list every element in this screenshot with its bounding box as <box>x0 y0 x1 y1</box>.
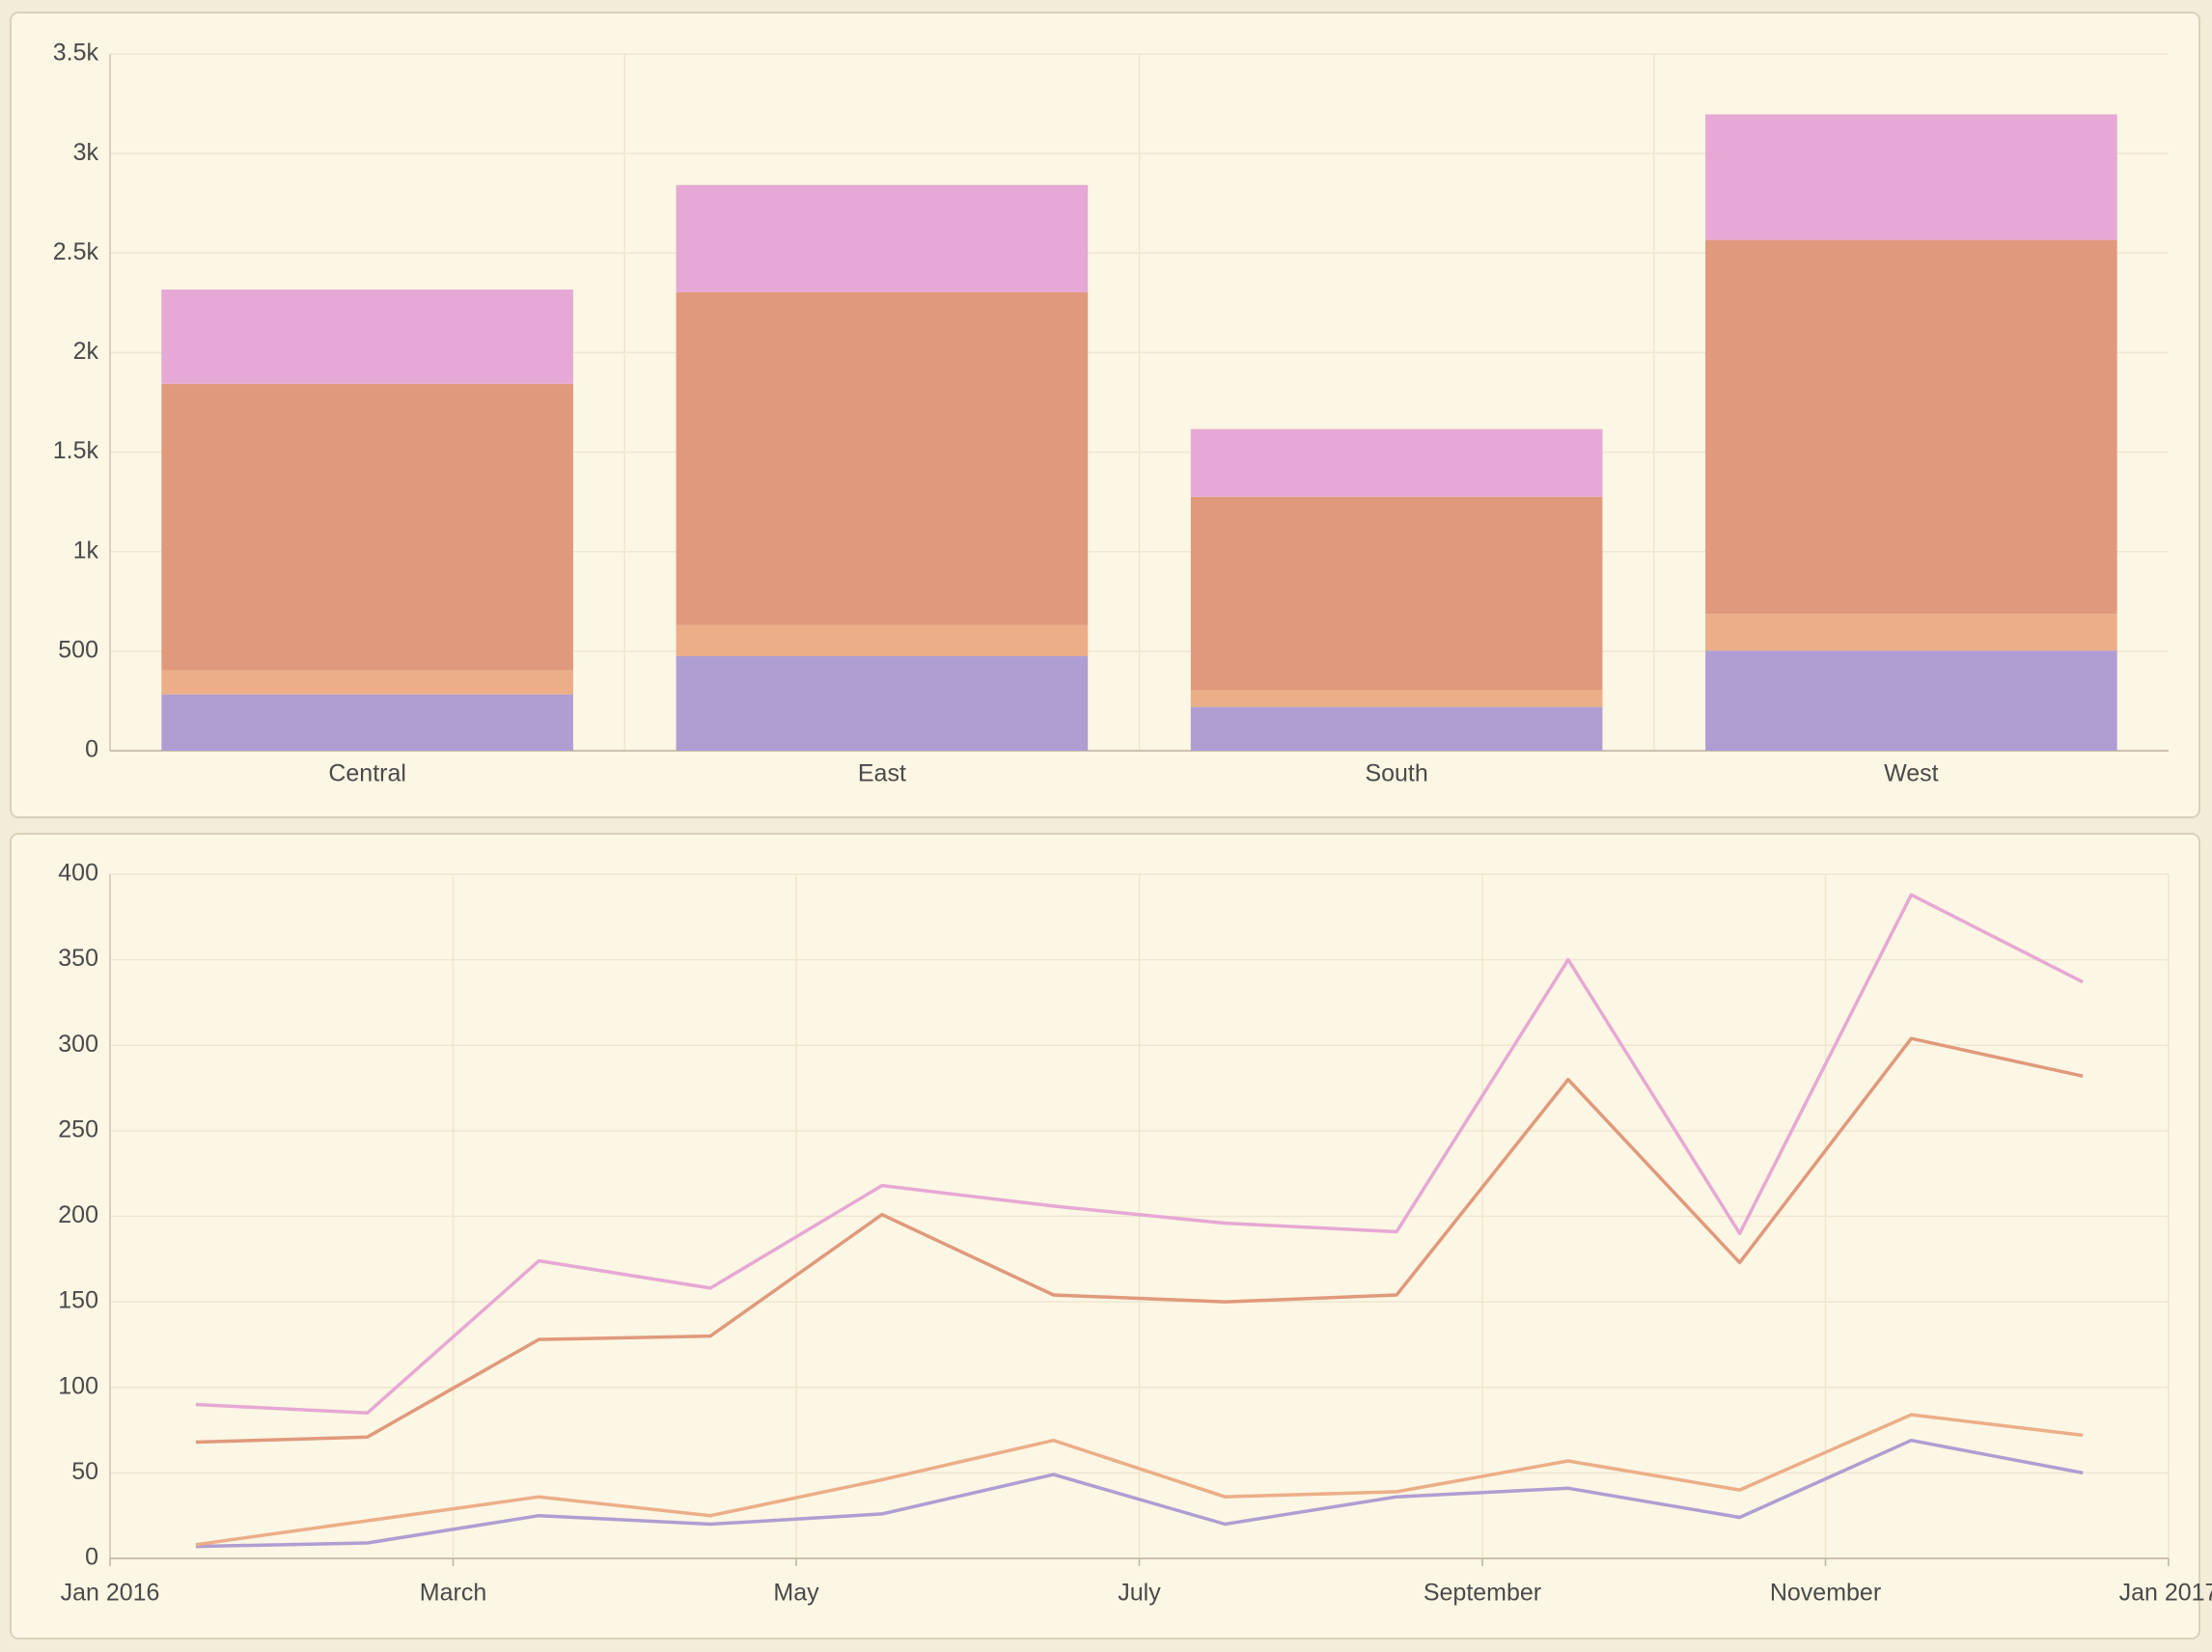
y-tick-label: 500 <box>58 636 98 663</box>
bar-segment <box>1190 706 1603 751</box>
line-series <box>195 1438 2084 1549</box>
x-tick-label: March <box>420 1580 486 1607</box>
y-tick-label: 0 <box>85 736 98 763</box>
x-tick-label: Jan 2016 <box>61 1580 160 1607</box>
bar-segment <box>1705 114 2117 240</box>
y-tick-label: 150 <box>58 1287 98 1314</box>
x-tick-label: May <box>773 1580 819 1607</box>
bar-segment <box>676 291 1089 625</box>
y-tick-label: 2k <box>73 338 99 365</box>
y-tick-label: 200 <box>58 1201 98 1228</box>
x-tick-label: West <box>1884 760 1939 787</box>
panel <box>10 833 2200 1639</box>
x-tick-label: Central <box>328 760 406 787</box>
y-tick-label: 350 <box>58 945 98 972</box>
bar-segment <box>1705 650 2117 751</box>
bar-segment <box>161 383 573 671</box>
y-tick-label: 1k <box>73 537 99 564</box>
line-series <box>195 1413 2084 1547</box>
x-tick-label: East <box>858 760 906 787</box>
y-tick-label: 400 <box>58 860 98 887</box>
bar-segment <box>1190 496 1603 691</box>
bar-segment <box>1705 239 2117 615</box>
bar-segment <box>676 624 1089 657</box>
x-tick-label: September <box>1424 1580 1541 1607</box>
bar-segment <box>161 670 573 695</box>
line-series <box>195 893 2084 1416</box>
y-tick-label: 1.5k <box>53 437 99 464</box>
y-tick-label: 0 <box>85 1544 98 1571</box>
x-tick-label: South <box>1365 760 1427 787</box>
bar-segment <box>161 694 573 751</box>
x-tick-label: November <box>1770 1580 1881 1607</box>
x-tick-label: Jan 2017 <box>2119 1580 2212 1607</box>
y-tick-label: 250 <box>58 1115 98 1143</box>
y-tick-label: 300 <box>58 1031 98 1058</box>
bar-segment <box>676 656 1089 751</box>
y-tick-label: 100 <box>58 1372 98 1399</box>
bar-segment <box>676 184 1089 292</box>
x-tick-label: July <box>1118 1580 1161 1607</box>
y-tick-label: 3k <box>73 139 99 166</box>
line-series <box>195 1036 2084 1445</box>
y-tick-label: 3.5k <box>53 40 99 67</box>
bar-segment <box>161 289 573 384</box>
y-tick-label: 2.5k <box>53 238 99 265</box>
bar-segment <box>1190 428 1603 497</box>
bar-segment <box>1705 614 2117 651</box>
bar-segment <box>1190 690 1603 707</box>
y-tick-label: 50 <box>71 1458 98 1485</box>
